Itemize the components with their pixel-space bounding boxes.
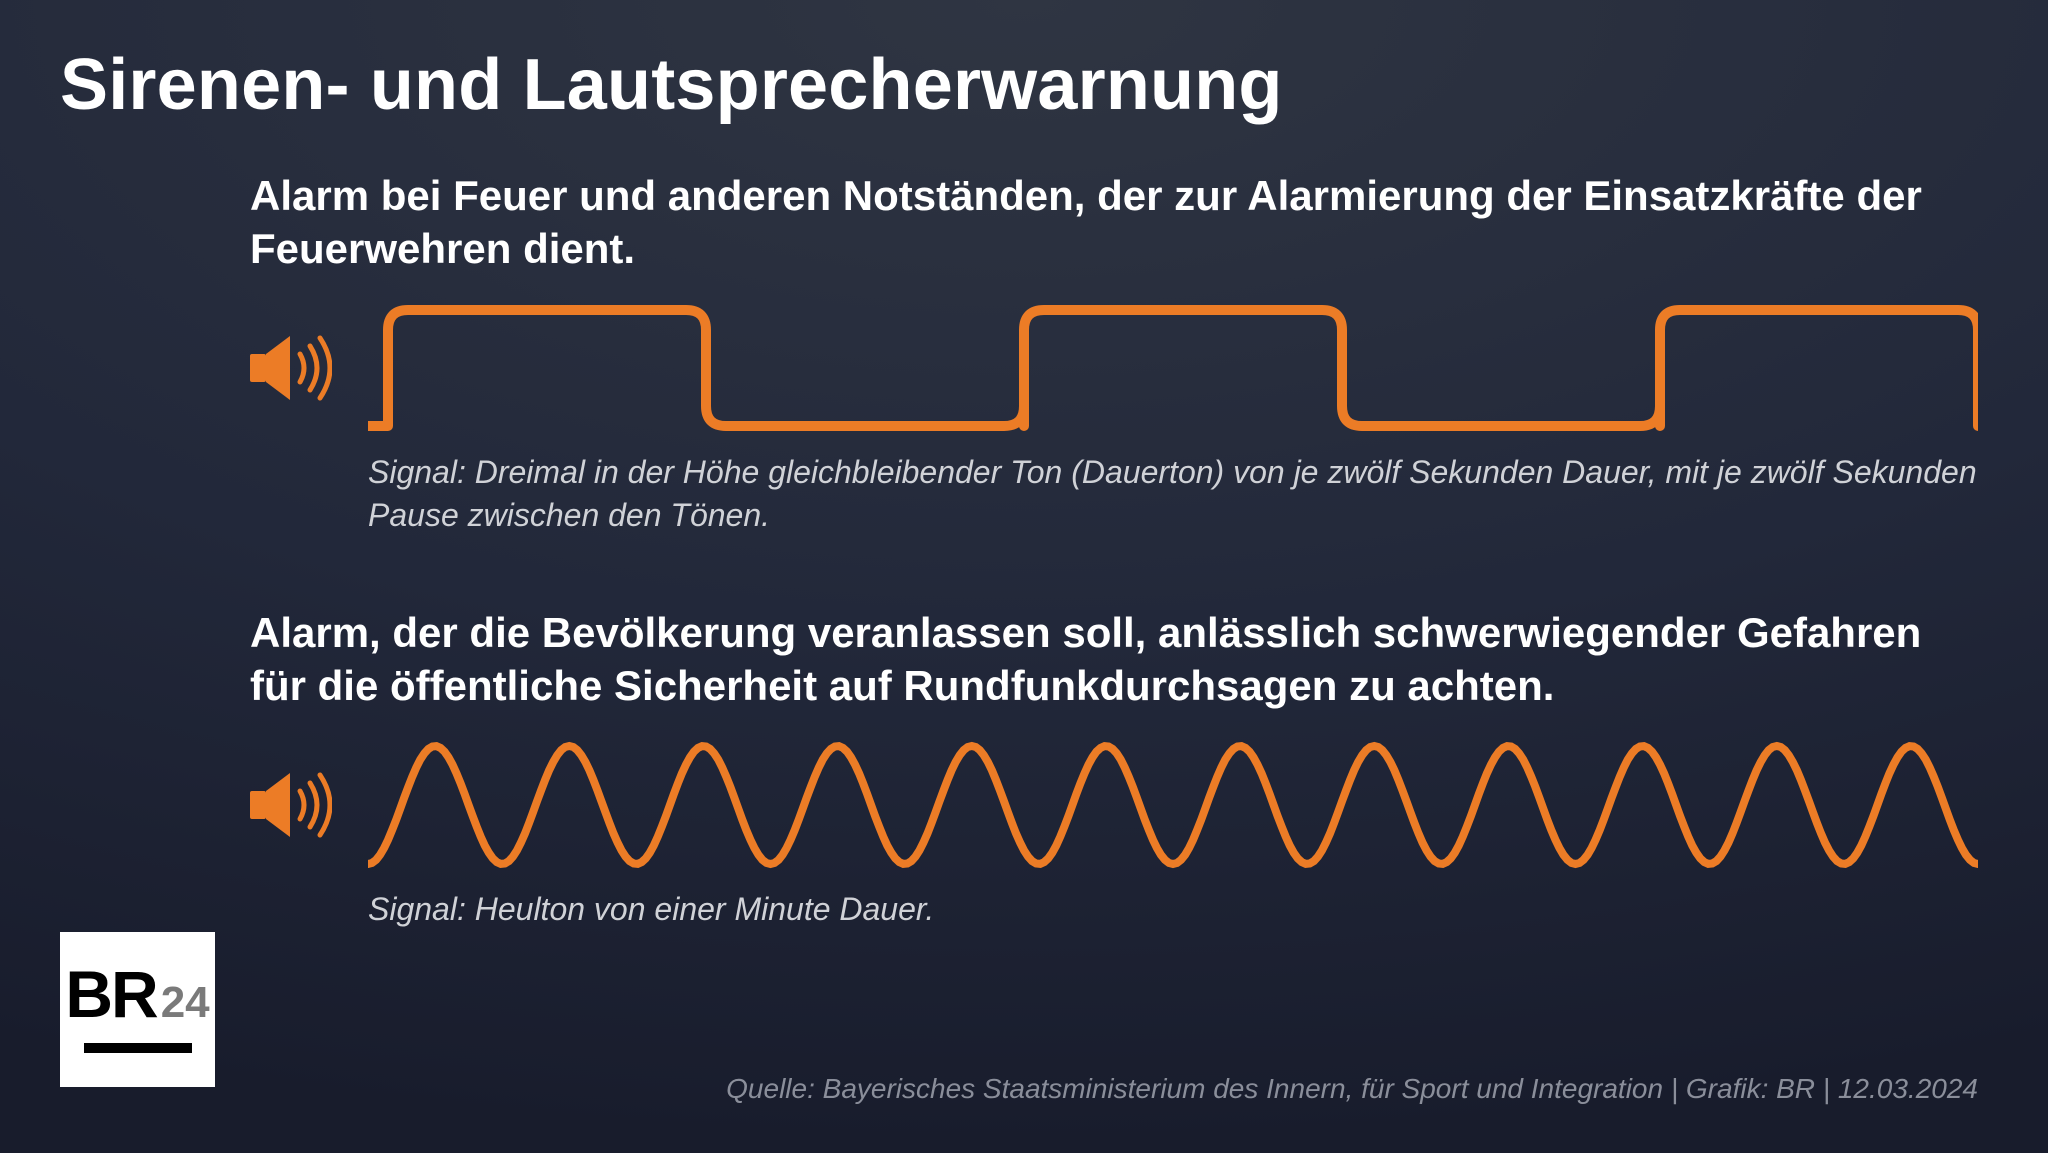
speaker-icon — [250, 767, 332, 843]
br24-logo: BR 24 — [60, 932, 215, 1087]
section-1-signal-row — [250, 303, 1978, 433]
content-area: Alarm bei Feuer und anderen Notständen, … — [250, 170, 1978, 932]
infographic-canvas: Sirenen- und Lautsprecherwarnung Alarm b… — [0, 0, 2048, 1153]
sine-wave — [368, 740, 1978, 870]
section-1-heading: Alarm bei Feuer und anderen Notständen, … — [250, 170, 1978, 275]
source-line: Quelle: Bayerisches Staatsministerium de… — [726, 1073, 1978, 1105]
section-2-signal-row — [250, 740, 1978, 870]
section-2-heading: Alarm, der die Bevölkerung veranlassen s… — [250, 607, 1978, 712]
logo-box: BR 24 — [60, 932, 215, 1087]
logo-sub: 24 — [161, 981, 210, 1025]
section-1-caption: Signal: Dreimal in der Höhe gleichbleibe… — [368, 451, 1978, 537]
page-title: Sirenen- und Lautsprecherwarnung — [60, 44, 1283, 126]
speaker-icon — [250, 330, 332, 406]
logo-main: BR — [65, 961, 156, 1027]
square-wave — [368, 303, 1978, 433]
section-2-caption: Signal: Heulton von einer Minute Dauer. — [368, 888, 1978, 931]
logo-text: BR 24 — [65, 961, 209, 1027]
logo-underline — [84, 1043, 192, 1053]
